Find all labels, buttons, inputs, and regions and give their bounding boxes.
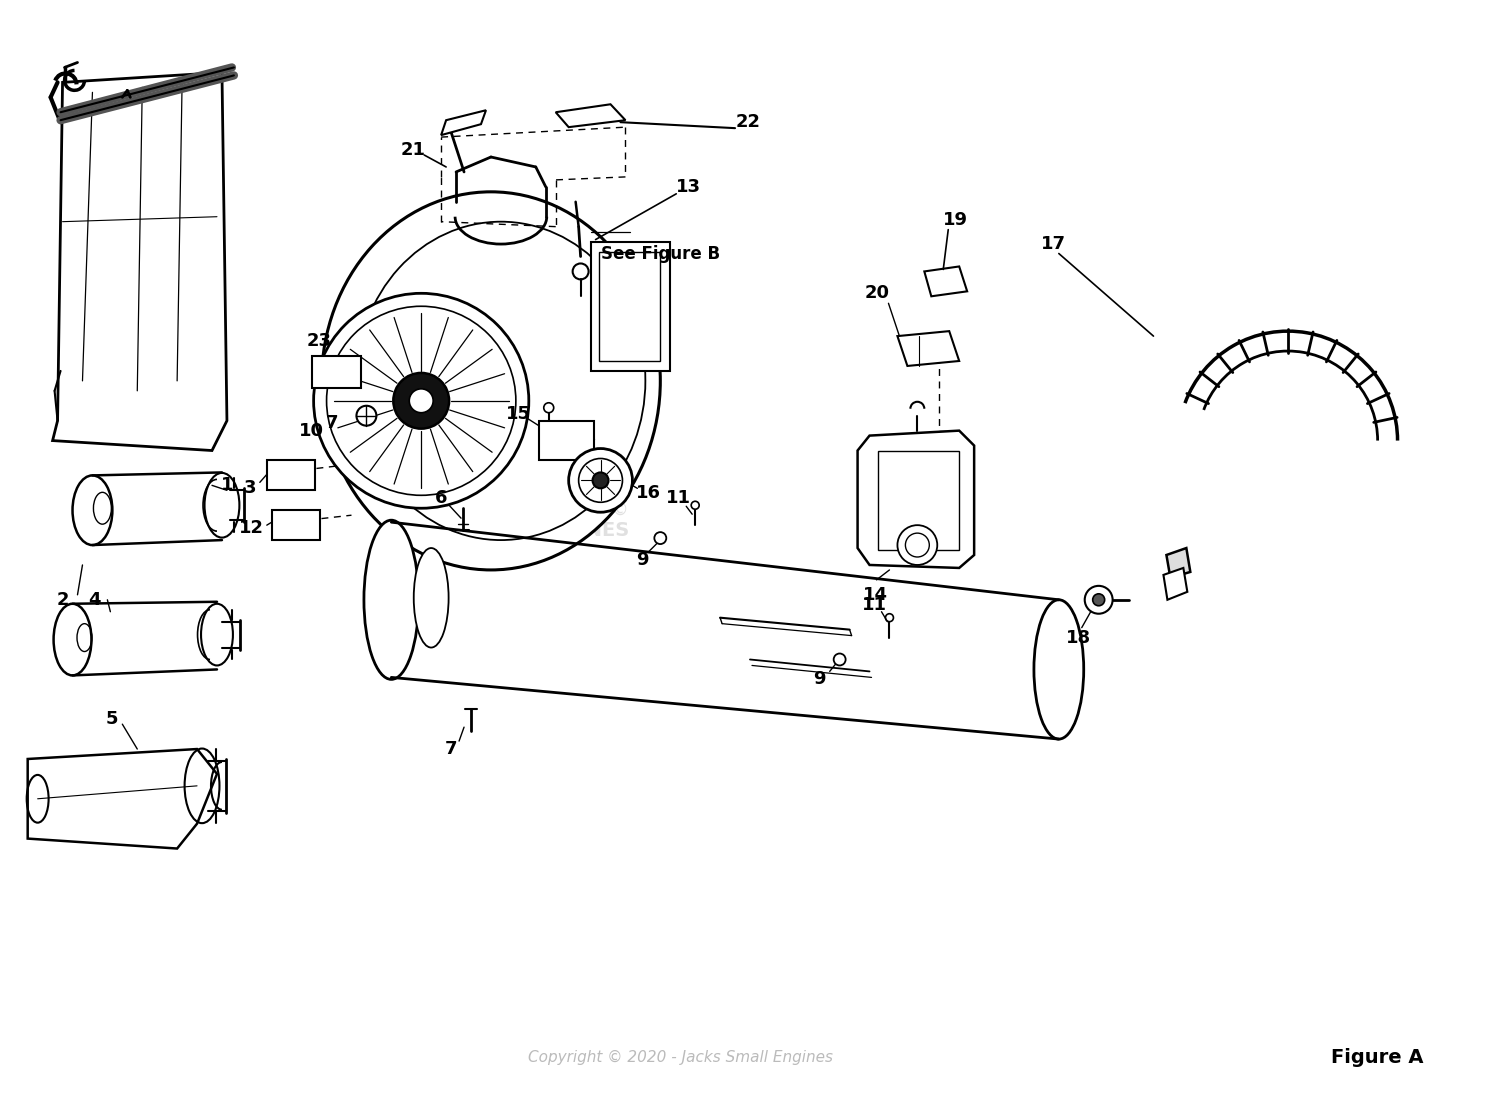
Text: 2: 2 xyxy=(57,591,69,609)
Text: 9: 9 xyxy=(814,670,825,688)
Text: 17: 17 xyxy=(1042,235,1067,253)
Circle shape xyxy=(1092,594,1104,605)
Ellipse shape xyxy=(414,548,448,648)
Text: 11: 11 xyxy=(863,595,887,613)
Bar xyxy=(267,461,314,491)
Text: 7: 7 xyxy=(446,740,457,758)
Polygon shape xyxy=(1164,568,1188,600)
Ellipse shape xyxy=(322,191,660,570)
Circle shape xyxy=(897,525,937,565)
Text: 20: 20 xyxy=(866,284,890,303)
Circle shape xyxy=(834,653,846,666)
Circle shape xyxy=(578,459,623,502)
Polygon shape xyxy=(858,431,974,568)
Text: See Figure B: See Figure B xyxy=(600,245,720,263)
Text: 7: 7 xyxy=(325,414,338,432)
Bar xyxy=(271,510,319,540)
Circle shape xyxy=(569,449,632,512)
Circle shape xyxy=(544,403,554,413)
Bar xyxy=(599,252,660,361)
Text: 10: 10 xyxy=(299,422,325,440)
Bar xyxy=(539,421,593,461)
Bar xyxy=(590,242,671,371)
Text: 15: 15 xyxy=(507,405,532,423)
Ellipse shape xyxy=(364,520,419,679)
Circle shape xyxy=(326,306,516,495)
Text: SMALL ENGINES: SMALL ENGINES xyxy=(453,521,629,540)
Polygon shape xyxy=(556,105,626,127)
Circle shape xyxy=(410,388,434,413)
Text: Copyright © 2020 - Jacks Small Engines: Copyright © 2020 - Jacks Small Engines xyxy=(527,1050,833,1065)
Text: ©: © xyxy=(612,501,629,520)
Text: 5: 5 xyxy=(106,710,119,728)
Text: 6: 6 xyxy=(435,490,447,508)
Text: 13: 13 xyxy=(675,178,700,196)
Polygon shape xyxy=(1167,548,1191,578)
Polygon shape xyxy=(924,266,967,296)
Text: 4: 4 xyxy=(88,591,101,609)
Bar xyxy=(878,451,960,550)
Circle shape xyxy=(572,264,589,279)
Text: 22: 22 xyxy=(736,114,760,131)
Text: 18: 18 xyxy=(1067,629,1091,647)
Circle shape xyxy=(1085,585,1113,613)
Polygon shape xyxy=(897,332,960,366)
Text: 12: 12 xyxy=(240,519,264,538)
Text: 9: 9 xyxy=(636,551,648,569)
Text: Figure A: Figure A xyxy=(1332,1048,1424,1067)
Circle shape xyxy=(654,532,666,544)
Circle shape xyxy=(593,472,608,489)
Text: 1: 1 xyxy=(221,476,234,494)
Circle shape xyxy=(393,373,448,429)
Text: 11: 11 xyxy=(666,490,691,508)
Circle shape xyxy=(356,406,377,425)
Ellipse shape xyxy=(356,221,645,540)
Text: 21: 21 xyxy=(401,141,426,159)
Circle shape xyxy=(313,294,529,509)
Text: 16: 16 xyxy=(636,484,662,502)
Text: 14: 14 xyxy=(863,585,888,604)
Bar xyxy=(311,356,362,387)
Ellipse shape xyxy=(1034,600,1083,739)
Text: 23: 23 xyxy=(307,332,332,351)
Text: JACKS: JACKS xyxy=(475,481,606,520)
Circle shape xyxy=(691,501,699,510)
Polygon shape xyxy=(441,110,486,135)
Circle shape xyxy=(885,613,894,622)
Text: 3: 3 xyxy=(243,480,256,498)
Text: 19: 19 xyxy=(943,210,967,228)
